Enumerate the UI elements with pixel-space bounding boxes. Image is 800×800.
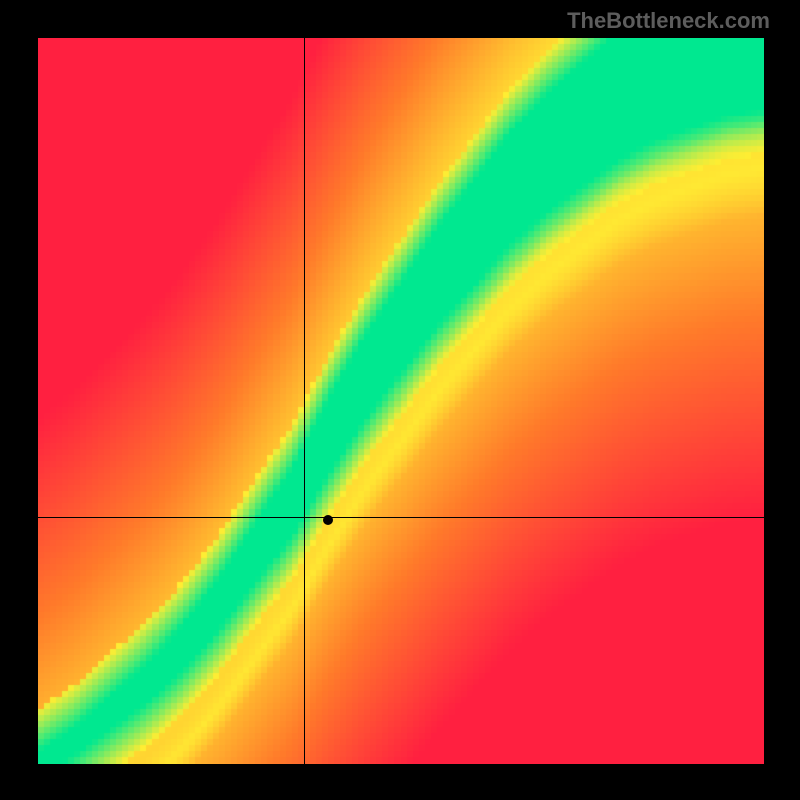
heatmap-plot	[38, 38, 764, 764]
crosshair-horizontal	[38, 517, 764, 518]
chart-container: TheBottleneck.com	[0, 0, 800, 800]
heatmap-canvas	[38, 38, 764, 764]
watermark-text: TheBottleneck.com	[567, 8, 770, 34]
crosshair-vertical	[304, 38, 305, 764]
